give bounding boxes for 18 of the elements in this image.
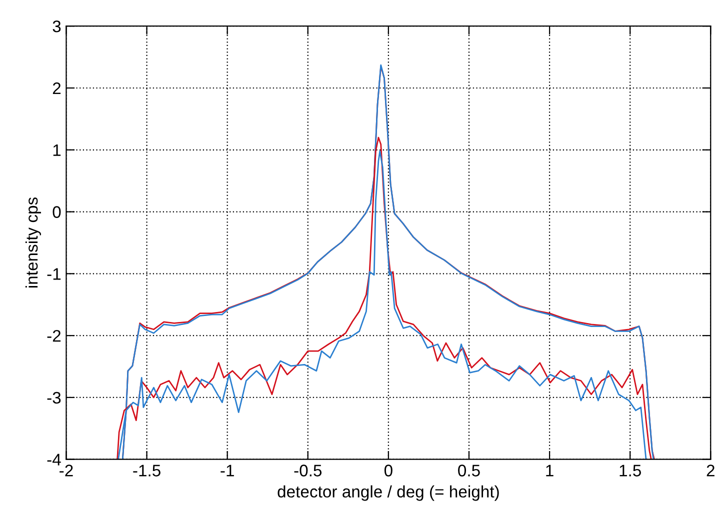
x-tick-label: 1.5 (620, 464, 641, 476)
x-tick-label: -1 (220, 464, 234, 476)
y-tick-label: 3 (52, 20, 61, 32)
x-tick-label: -1.5 (133, 464, 160, 476)
y-tick-label: -2 (47, 330, 61, 342)
y-tick-label: -3 (47, 392, 61, 404)
x-axis-title: detector angle / deg (= height) (278, 485, 499, 501)
x-tick-label: 2 (706, 464, 714, 476)
x-tick-label: 0.5 (458, 464, 480, 476)
x-tick-label: 1 (546, 464, 554, 476)
y-axis-title: intensity cps (25, 197, 42, 288)
y-tick-label: -4 (47, 454, 61, 466)
y-tick-label: 1 (53, 144, 61, 156)
x-tick-label: -0.5 (294, 464, 322, 476)
y-tick-label: 2 (52, 82, 61, 94)
x-tick-label: 0 (384, 464, 392, 476)
y-tick-label: 0 (52, 206, 61, 218)
y-tick-label: -1 (47, 268, 61, 280)
